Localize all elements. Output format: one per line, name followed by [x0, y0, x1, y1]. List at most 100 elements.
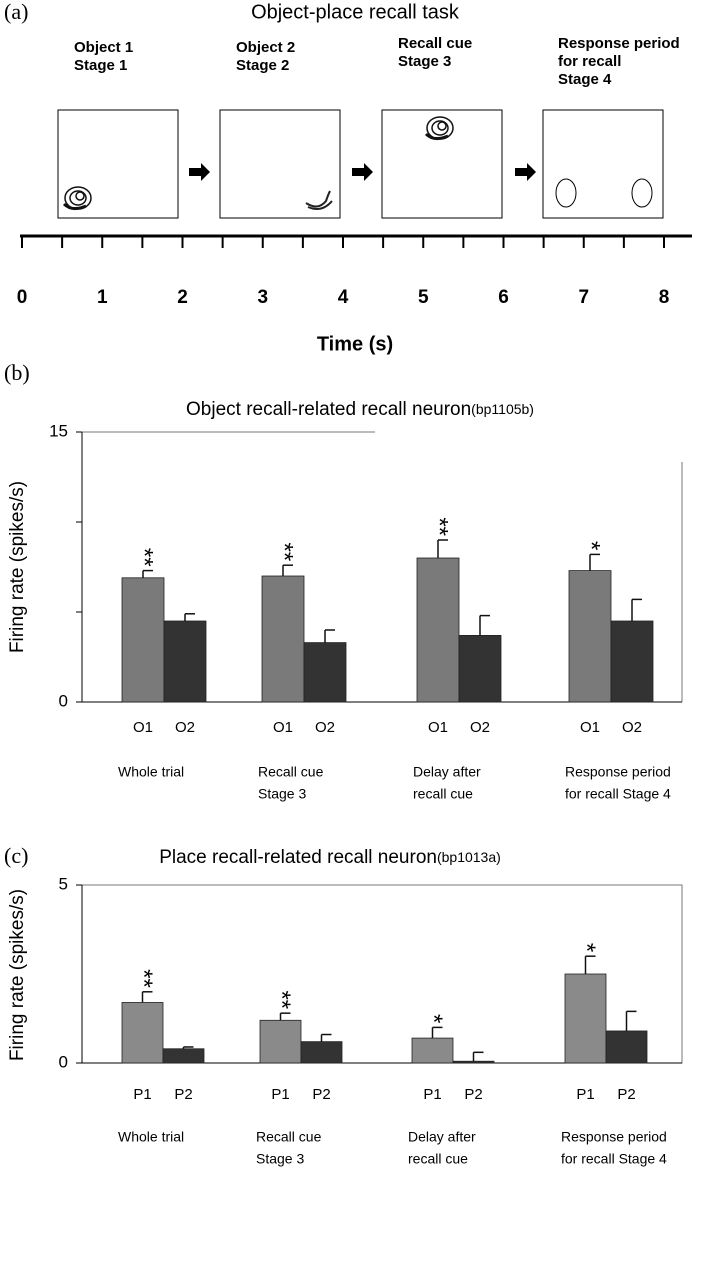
significance: **: [271, 543, 298, 562]
series-label: P2: [617, 1086, 635, 1103]
bar: [452, 1060, 495, 1064]
bar: [610, 620, 654, 703]
category-label: Whole trial: [118, 1129, 184, 1145]
series-label: P1: [133, 1086, 151, 1103]
significance: *: [578, 541, 605, 550]
stage-label: Stage 2: [236, 57, 289, 74]
bar: [162, 1048, 205, 1064]
x-tick-label: 5: [418, 287, 429, 308]
stage-label: Object 2: [236, 39, 295, 56]
stage-boxes: [57, 109, 664, 219]
bar: [261, 575, 305, 703]
series-label: O1: [273, 719, 293, 736]
stage-label: Response period: [558, 35, 680, 52]
bar: [121, 577, 165, 703]
arrows: [189, 163, 536, 181]
bar: [300, 1041, 343, 1064]
chart-title: Place recall-related recall neuron(bp101…: [159, 847, 501, 868]
bar: [259, 1019, 302, 1064]
stage-label: for recall: [558, 53, 621, 70]
series-label: O2: [175, 719, 195, 736]
category-label: Stage 3: [256, 1151, 304, 1167]
x-tick-label: 3: [257, 287, 268, 308]
category-label: for recall Stage 4: [561, 1151, 667, 1167]
significance: **: [268, 990, 295, 1009]
neuron-id: (bp1013a): [437, 849, 501, 865]
stage-label: Stage 4: [558, 71, 612, 88]
series-label: P1: [271, 1086, 289, 1103]
significance: *: [420, 1014, 447, 1023]
stage-box: [219, 109, 341, 219]
significance: **: [131, 548, 158, 567]
bar: [163, 620, 207, 703]
category-label: for recall Stage 4: [565, 786, 671, 802]
y-axis-label: Firing rate (spikes/s): [7, 481, 28, 653]
y-tick-label: 0: [59, 691, 68, 710]
chart-title: Object-place recall task: [251, 1, 460, 23]
stage-box: [57, 109, 179, 219]
panel-label: (c): [4, 843, 28, 868]
bar: [303, 642, 347, 703]
category-label: Recall cue: [258, 764, 324, 780]
series-label: P1: [576, 1086, 594, 1103]
y-tick-label: 15: [49, 421, 68, 440]
series-label: P2: [174, 1086, 192, 1103]
category-label: Delay after: [413, 764, 481, 780]
category-label: recall cue: [413, 786, 473, 802]
stage-label: Object 1: [74, 39, 133, 56]
series-label: O1: [580, 719, 600, 736]
x-tick-label: 0: [17, 287, 28, 308]
object-icon: [424, 116, 454, 141]
bar: [564, 973, 607, 1064]
bar: [411, 1037, 454, 1064]
x-tick-label: 1: [97, 287, 108, 308]
series-label: O2: [622, 719, 642, 736]
category-label: Recall cue: [256, 1129, 322, 1145]
significance: **: [130, 969, 157, 988]
object-icon: [305, 190, 333, 210]
series-label: P2: [312, 1086, 330, 1103]
x-tick-label: 8: [659, 287, 670, 308]
x-axis-label: Time (s): [317, 333, 393, 355]
series-label: O2: [315, 719, 335, 736]
category-label: Delay after: [408, 1129, 476, 1145]
panel-label: (a): [4, 0, 28, 24]
category-label: Response period: [565, 764, 671, 780]
bar: [121, 1002, 164, 1064]
neuron-id: (bp1105b): [471, 401, 534, 417]
stage-box: [542, 109, 664, 219]
significance: **: [426, 517, 453, 536]
series-label: O1: [428, 719, 448, 736]
x-tick-label: 7: [578, 287, 589, 308]
bar: [568, 570, 612, 703]
bar: [416, 557, 460, 703]
stage-box: [381, 109, 503, 219]
series-label: P1: [423, 1086, 441, 1103]
bar: [605, 1030, 648, 1064]
response-targets: [555, 178, 653, 208]
title-text: Object recall-related recall neuron: [186, 399, 471, 420]
x-tick-label: 4: [338, 287, 349, 308]
category-label: recall cue: [408, 1151, 468, 1167]
category-label: Response period: [561, 1129, 667, 1145]
x-tick-label: 2: [177, 287, 188, 308]
y-axis-label: Firing rate (spikes/s): [7, 889, 28, 1061]
panel-label: (b): [4, 360, 30, 385]
stage-label: Stage 3: [398, 53, 451, 70]
object-icon: [62, 186, 92, 211]
series-label: O2: [470, 719, 490, 736]
category-label: Whole trial: [118, 764, 184, 780]
category-label: Stage 3: [258, 786, 306, 802]
series-label: P2: [464, 1086, 482, 1103]
stage-label: Stage 1: [74, 57, 127, 74]
y-tick-label: 5: [59, 874, 68, 893]
series-label: O1: [133, 719, 153, 736]
title-text: Place recall-related recall neuron: [159, 847, 437, 868]
stage-label: Recall cue: [398, 35, 472, 52]
x-tick-label: 6: [498, 287, 509, 308]
chart-title: Object recall-related recall neuron(bp11…: [186, 399, 534, 420]
bar: [458, 635, 502, 703]
significance: *: [573, 943, 600, 952]
y-tick-label: 0: [59, 1052, 68, 1071]
